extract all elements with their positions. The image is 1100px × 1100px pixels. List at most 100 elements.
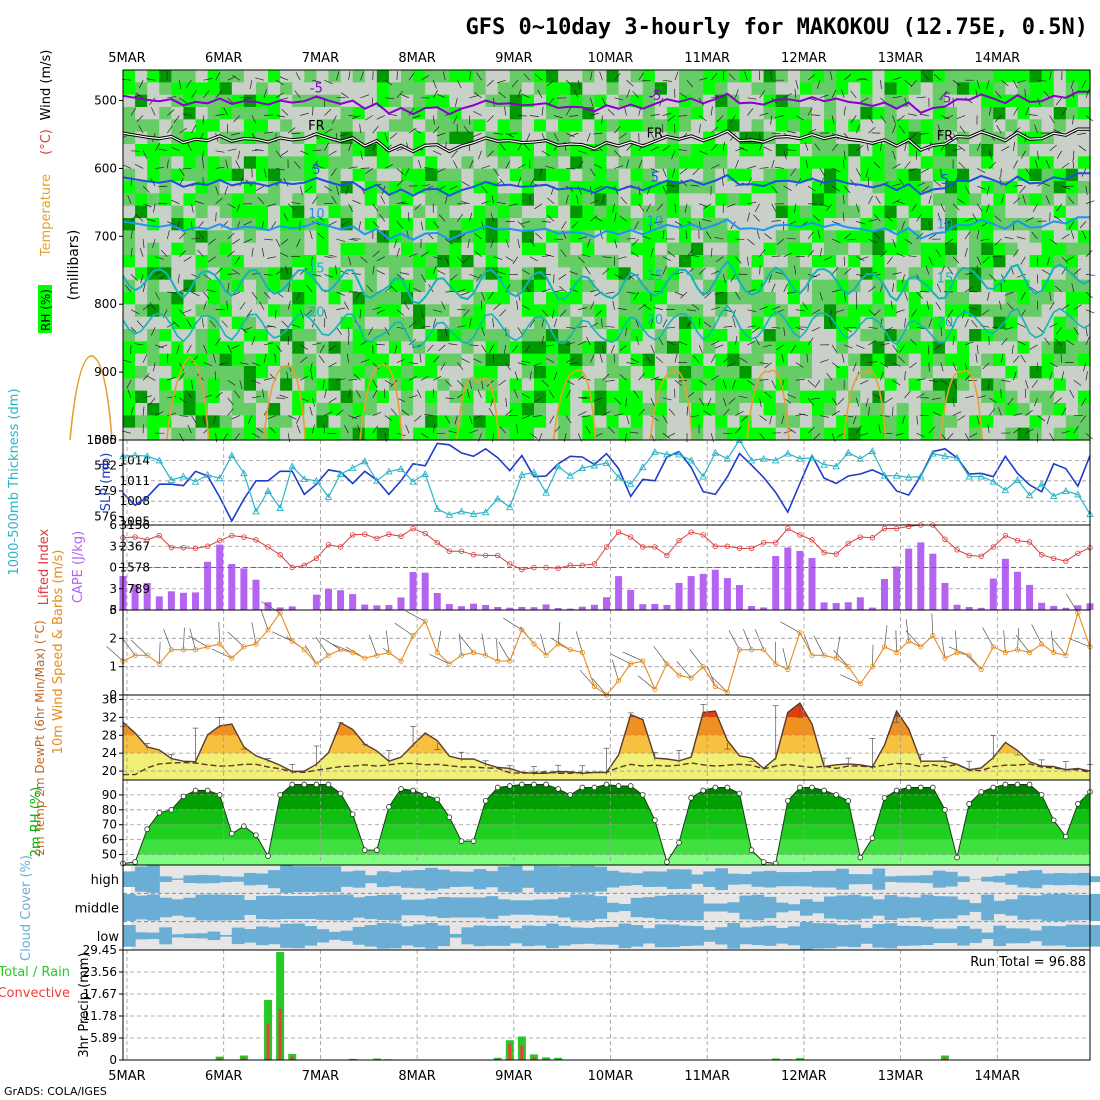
rh-cell: [425, 316, 438, 330]
rh-cell: [195, 353, 209, 367]
rh-cell: [123, 341, 136, 355]
rh-cell: [618, 378, 632, 392]
wind10m-axis-label: 10m Wind Speed & Barbs (m/s): [51, 550, 66, 755]
wind-barb: [324, 274, 334, 278]
rh-cell: [207, 403, 221, 416]
thickness-marker: [1001, 486, 1010, 494]
wind-barb: [770, 115, 772, 125]
wind-barb: [226, 300, 229, 310]
lifted-index-marker: [482, 552, 489, 559]
rh-cell: [957, 316, 970, 330]
rh-cell: [848, 193, 861, 207]
surface-wind-barb: [689, 649, 704, 667]
rh-cell: [1041, 341, 1055, 355]
wind-barb: [895, 200, 905, 205]
cloud-high-bar: [376, 871, 390, 888]
contour-label: 5: [312, 163, 320, 178]
rh-cell: [836, 366, 849, 379]
wind-barb: [730, 221, 736, 230]
rh2m-marker: [506, 783, 513, 789]
wind-barb: [884, 397, 893, 404]
rh-cell: [993, 403, 1006, 416]
rh-cell: [219, 427, 233, 441]
cape-bar: [337, 590, 345, 610]
cloud-high-bar: [1041, 873, 1055, 885]
contour-10: [122, 216, 1090, 241]
rh-cell: [630, 378, 644, 392]
rh-cell: [872, 230, 886, 244]
rh-cell: [304, 415, 317, 429]
rh-cell: [425, 131, 438, 145]
rh-cell: [932, 70, 946, 83]
wind-speed-marker: [325, 652, 332, 658]
wind-barb: [279, 394, 289, 399]
surface-wind-barb: [622, 651, 643, 662]
rh-cell: [1065, 242, 1079, 256]
rh-cell: [437, 366, 450, 379]
lifted-index-marker: [555, 565, 561, 571]
wind-barb: [646, 203, 652, 212]
wind-barb: [469, 344, 479, 346]
wind-barb: [263, 238, 273, 241]
wind-barb: [764, 362, 772, 369]
rh-cell: [799, 70, 813, 83]
rh-cell: [425, 94, 438, 108]
lifted-index-marker: [229, 532, 235, 539]
rh-cell: [533, 378, 547, 392]
wind-barb: [488, 407, 494, 416]
surface-wind-barb: [1069, 638, 1091, 648]
wind-barb: [318, 355, 325, 363]
wind-barb: [892, 283, 895, 293]
wind-barb: [880, 283, 883, 293]
rh-cell: [364, 168, 378, 182]
rh-cell: [884, 255, 898, 268]
wind-barb: [553, 132, 559, 142]
date-label-bottom: 6MAR: [205, 1069, 242, 1084]
rh-cell: [969, 329, 982, 342]
thickness-marker: [397, 464, 405, 472]
rh-cell: [171, 205, 185, 219]
wind-barb: [541, 309, 549, 317]
rh-cell: [449, 267, 463, 281]
wind-barb: [940, 203, 946, 213]
wind-barb: [227, 76, 237, 81]
rh-cell: [993, 144, 1006, 157]
rh-cell: [594, 415, 608, 429]
wind-barb: [384, 379, 393, 386]
wind-barb: [275, 269, 284, 275]
rh-cell: [582, 242, 596, 256]
wind-barb: [135, 92, 144, 99]
wind-barb: [642, 235, 651, 240]
lifted-index-marker: [289, 564, 295, 571]
wind-barb: [473, 111, 482, 116]
rh-cell: [219, 366, 233, 379]
wind-barb: [868, 126, 876, 134]
rh-cell: [231, 119, 245, 133]
rh-cell: [727, 230, 741, 244]
wind-barb: [279, 252, 289, 258]
wind-barb: [467, 238, 470, 248]
rh-cell: [485, 94, 499, 108]
rh-cell: [1017, 292, 1031, 305]
rh-cell: [1017, 366, 1031, 379]
wind-barb: [740, 415, 748, 422]
rh-cell: [123, 144, 136, 157]
wind-barb: [372, 306, 382, 310]
wind-barb: [360, 150, 363, 160]
wind-barb: [898, 178, 905, 187]
wind-barb: [994, 215, 1002, 222]
rh-cell: [1029, 403, 1043, 416]
rh-cell: [848, 292, 861, 305]
rh-cell: [679, 230, 692, 244]
rh-cell: [255, 156, 269, 170]
rh-cell: [957, 168, 970, 182]
rh-cell: [364, 193, 378, 207]
wind-barb: [807, 282, 809, 293]
rh-cell: [957, 255, 970, 268]
rh-cell: [207, 193, 221, 207]
wind-barb: [336, 378, 346, 381]
rh-cell: [896, 427, 910, 441]
rh-cell: [135, 267, 148, 281]
lifted-index-marker: [1026, 539, 1033, 545]
wind-barb: [698, 124, 701, 134]
